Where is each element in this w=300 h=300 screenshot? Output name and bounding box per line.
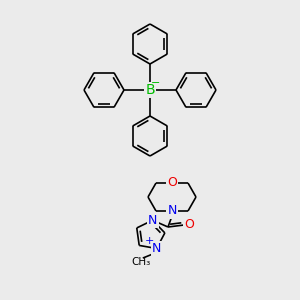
Text: O: O: [167, 176, 177, 190]
Text: O: O: [184, 218, 194, 232]
Text: N: N: [152, 242, 161, 255]
Text: CH₃: CH₃: [131, 257, 150, 267]
Text: N: N: [167, 205, 177, 218]
Text: B: B: [145, 83, 155, 97]
Text: N: N: [148, 214, 157, 227]
Text: +: +: [145, 236, 154, 247]
Text: −: −: [151, 78, 161, 88]
